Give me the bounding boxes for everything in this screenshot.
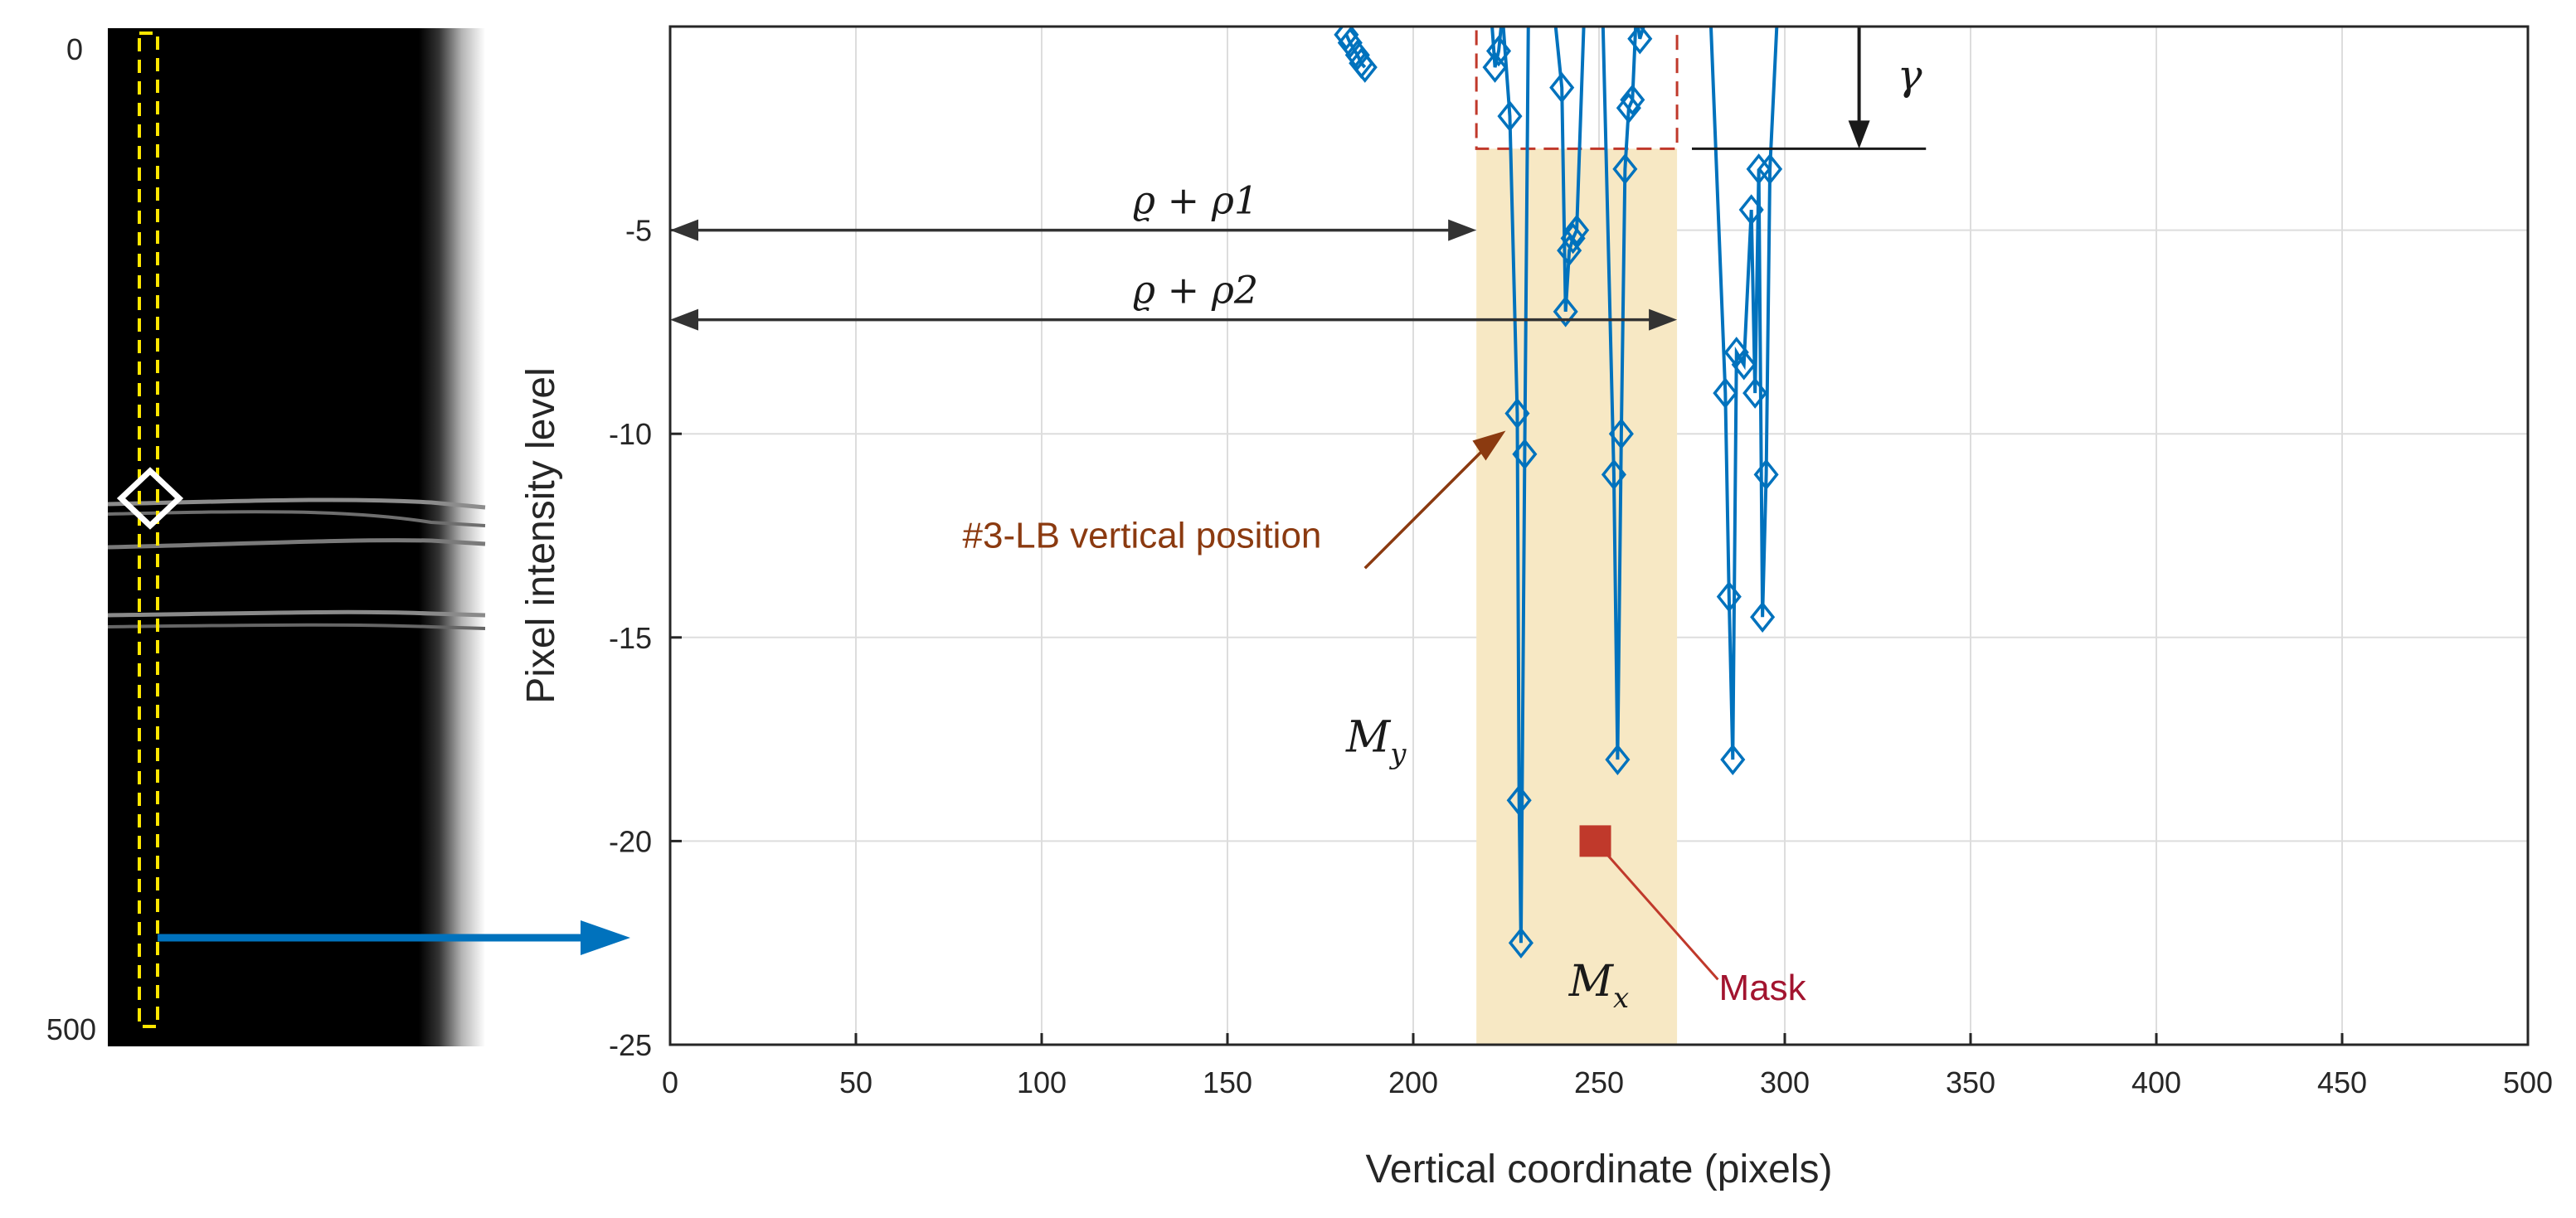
diamond-icon [1608, 418, 1634, 450]
diamond-icon [1716, 580, 1742, 613]
plot-frame [668, 25, 2530, 1046]
image-bright-edge [419, 28, 485, 1046]
diamond-icon [1352, 51, 1378, 83]
x-tick-label: 450 [2317, 1065, 2367, 1099]
diamond-icon [1738, 194, 1764, 226]
x-tick-label: 400 [2131, 1065, 2181, 1099]
image-line-3 [107, 538, 486, 550]
diamond-icon [1757, 153, 1783, 185]
diamond-icon [1601, 459, 1626, 491]
x-tick-label: 0 [662, 1065, 678, 1099]
lb-label: #3-LB vertical position [963, 516, 1322, 556]
x-tick-label: 500 [2503, 1065, 2553, 1099]
diamond-icon [1753, 459, 1779, 491]
tick-labels: 0 50 100 150 200 250 300 350 400 450 500 -5 -10 -15 -2… [609, 214, 2553, 1099]
rho2-arrow-left [670, 308, 698, 331]
mask-label: Mask [1719, 968, 1807, 1008]
rho1-arrow-right [1448, 219, 1477, 241]
diamond-icon [1504, 397, 1530, 429]
x-axis-title: Vertical coordinate (pixels) [1366, 1148, 1833, 1191]
diamond-icon [1605, 744, 1631, 775]
x-tick-label: 200 [1388, 1065, 1438, 1099]
y-tick-label: -25 [609, 1028, 652, 1062]
diamond-icon [1620, 84, 1645, 116]
gamma-label: γ [1898, 51, 1922, 99]
x-tick-label: 300 [1760, 1065, 1810, 1099]
diamond-icon [1720, 744, 1746, 775]
diamond-icon [1508, 927, 1533, 959]
y-tick-label: -10 [609, 417, 652, 451]
diamond-icon [1506, 784, 1532, 817]
series-line-segment [1708, 27, 1779, 760]
diamond-icon [1334, 27, 1359, 51]
profile-arrow-head [581, 920, 630, 955]
diamond-icon [1713, 377, 1738, 409]
diamond-icon [1612, 153, 1638, 185]
rho1-label: ϱ + ρ1 [1133, 178, 1258, 223]
image-line-4 [107, 609, 486, 618]
diamond-icon [1344, 39, 1370, 71]
image-panel: 0 500 [46, 28, 630, 1046]
diamond-icon [1549, 71, 1575, 104]
x-tick-label: 50 [839, 1065, 872, 1099]
diamond-icon [116, 467, 184, 530]
rho2-label: ϱ + ρ2 [1133, 268, 1258, 313]
series-line-segment [1490, 27, 1504, 68]
image-top-label: 0 [66, 32, 83, 66]
selection-box [138, 32, 159, 1028]
diamond-icon [1482, 51, 1508, 83]
diamond-icon [1742, 377, 1768, 409]
diamond-icon [1750, 601, 1776, 633]
y-axis-title: Pixel intensity level [519, 367, 563, 704]
plot-area: ϱ + ρ1ϱ + ρ2γ#3-LB vertical positionMyMx… [519, 25, 2553, 1191]
diamond-icon [1497, 100, 1523, 132]
series-line [1334, 27, 1783, 959]
y-tick-label: -5 [625, 214, 652, 248]
square-icon [1579, 825, 1611, 857]
mask-region [1476, 148, 1678, 1046]
rho1-arrow-left [670, 219, 698, 241]
lb-arrow-line [1363, 446, 1487, 570]
gamma-arrow-head [1848, 120, 1870, 149]
diamond-icon [1560, 222, 1586, 255]
x-tick-label: 250 [1574, 1065, 1624, 1099]
diamond-icon [1564, 214, 1590, 246]
my-subscript: y [1388, 737, 1407, 770]
x-tick-label: 350 [1946, 1065, 1995, 1099]
diamond-icon [1512, 438, 1538, 470]
y-tick-label: -20 [609, 824, 652, 858]
annotations: ϱ + ρ1ϱ + ρ2γ#3-LB vertical positionMyMx… [670, 27, 1927, 1015]
diamond-icon [1553, 296, 1578, 328]
lb-arrow-head [1472, 430, 1506, 461]
series-line-segment [1601, 27, 1638, 760]
y-tick-label: -15 [609, 621, 652, 655]
series-line-segment [1636, 27, 1645, 40]
x-tick-label: 100 [1017, 1065, 1067, 1099]
x-tick-label: 150 [1203, 1065, 1252, 1099]
mx-label: Mx [1568, 957, 1629, 1015]
diamond-icon [1723, 337, 1749, 368]
image-line-1 [107, 497, 486, 510]
diamond-icon [1731, 348, 1757, 381]
rho2-arrow-right [1649, 308, 1678, 331]
image-line-5 [107, 623, 486, 630]
image-bottom-label: 500 [46, 1012, 96, 1046]
series-line-segment [1501, 27, 1530, 944]
mx-subscript: x [1613, 982, 1629, 1015]
diamond-icon [1627, 27, 1653, 55]
diamond-icon [1746, 153, 1772, 185]
mask-leader-line [1606, 853, 1719, 981]
diamond-icon [1616, 92, 1641, 124]
diamond-icon [1337, 27, 1363, 59]
